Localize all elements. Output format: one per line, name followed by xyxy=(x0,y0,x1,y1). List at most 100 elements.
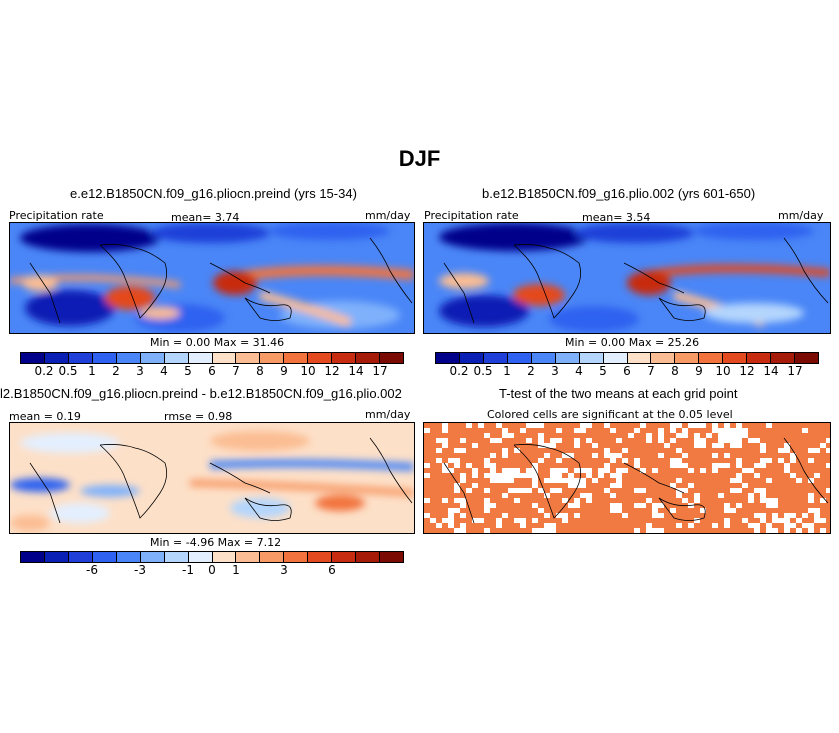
panel3-minmax: Min = -4.96 Max = 7.12 xyxy=(150,536,282,549)
colorbar-tick-label: 4 xyxy=(160,364,168,378)
colorbar-tick-label: 1 xyxy=(503,364,511,378)
colorbar-swatch xyxy=(284,552,309,562)
panel1-precip-map xyxy=(9,222,415,334)
panel3-difference-map xyxy=(9,422,415,534)
colorbar-swatch xyxy=(260,552,285,562)
colorbar-swatch xyxy=(92,552,117,562)
colorbar-tick-label: 8 xyxy=(671,364,679,378)
colorbar-swatch xyxy=(380,353,403,363)
colorbar-swatch xyxy=(531,353,556,363)
panel4-significance-map xyxy=(423,422,831,534)
colorbar-swatch xyxy=(795,353,818,363)
colorbar-tick-label: 1 xyxy=(232,563,240,577)
page-title: DJF xyxy=(398,146,441,171)
colorbar-swatch xyxy=(356,353,381,363)
colorbar-tick-label: 5 xyxy=(599,364,607,378)
colorbar-swatch xyxy=(308,552,333,562)
colorbar-swatch xyxy=(603,353,628,363)
colorbar-tick-label: 0.2 xyxy=(449,364,469,378)
colorbar-tick-label: 3 xyxy=(136,364,144,378)
colorbar-tick-label: -6 xyxy=(86,563,98,577)
panel1-units: mm/day xyxy=(365,209,411,222)
colorbar-tick-label: 0.2 xyxy=(34,364,54,378)
panel2-units: mm/day xyxy=(778,209,824,222)
colorbar-tick-label: 4 xyxy=(575,364,583,378)
panel2-mean: mean= 3.54 xyxy=(582,211,651,224)
colorbar-tick-label: 9 xyxy=(280,364,288,378)
panel2-title: b.e12.B1850CN.f09_g16.plio.002 (yrs 601-… xyxy=(482,186,756,201)
colorbar-swatch xyxy=(747,353,772,363)
colorbar-swatch xyxy=(356,552,381,562)
colorbar-tick-label: 17 xyxy=(372,364,388,378)
colorbar-swatch xyxy=(723,353,748,363)
colorbar-swatch xyxy=(212,353,237,363)
colorbar-swatch xyxy=(188,353,213,363)
colorbar-tick-label: 0 xyxy=(208,563,216,577)
panel1-colorbar xyxy=(20,352,404,364)
colorbar-swatch xyxy=(380,552,403,562)
colorbar-tick-label: 7 xyxy=(232,364,240,378)
colorbar-swatch xyxy=(436,353,460,363)
colorbar-swatch xyxy=(44,353,69,363)
significant-cells xyxy=(424,423,830,533)
panel3-mean: mean = 0.19 xyxy=(9,410,81,423)
colorbar-tick-label: 3 xyxy=(280,563,288,577)
colorbar-swatch xyxy=(236,353,261,363)
panel3-rmse: rmse = 0.98 xyxy=(164,410,233,423)
colorbar-swatch xyxy=(21,552,45,562)
colorbar-swatch xyxy=(507,353,532,363)
colorbar-swatch xyxy=(164,353,189,363)
colorbar-swatch xyxy=(68,552,93,562)
colorbar-swatch xyxy=(332,353,357,363)
panel1-colorbar-labels: 0.2 0.5 1 2 3 4 5 6 7 8 9 10 12 14 17 xyxy=(20,364,404,378)
colorbar-swatch xyxy=(579,353,604,363)
colorbar-tick-label: 1 xyxy=(88,364,96,378)
colorbar-tick-label: 8 xyxy=(256,364,264,378)
panel2-variable-label: Precipitation rate xyxy=(424,209,519,222)
panel2-precip-map xyxy=(423,222,831,334)
colorbar-swatch xyxy=(92,353,117,363)
colorbar-swatch xyxy=(555,353,580,363)
colorbar-tick-label: -3 xyxy=(134,563,146,577)
colorbar-tick-label: 3 xyxy=(551,364,559,378)
colorbar-tick-label: 6 xyxy=(208,364,216,378)
panel4-title: T-test of the two means at each grid poi… xyxy=(499,386,738,401)
colorbar-swatch xyxy=(116,353,141,363)
colorbar-swatch xyxy=(212,552,237,562)
panel3-units: mm/day xyxy=(365,408,411,421)
colorbar-tick-label: 12 xyxy=(739,364,755,378)
colorbar-swatch xyxy=(771,353,796,363)
colorbar-swatch xyxy=(21,353,45,363)
panel3-title: l2.B1850CN.f09_g16.pliocn.preind - b.e12… xyxy=(0,386,402,401)
colorbar-swatch xyxy=(332,552,357,562)
colorbar-swatch xyxy=(164,552,189,562)
colorbar-tick-label: 6 xyxy=(623,364,631,378)
panel2-colorbar xyxy=(435,352,819,364)
colorbar-swatch xyxy=(236,552,261,562)
colorbar-tick-label: 6 xyxy=(328,563,336,577)
colorbar-swatch xyxy=(260,353,285,363)
colorbar-tick-label: 2 xyxy=(527,364,535,378)
panel2-minmax: Min = 0.00 Max = 25.26 xyxy=(565,336,700,349)
colorbar-swatch xyxy=(675,353,700,363)
panel3-colorbar-labels: -6 -3 -1 0 1 3 6 xyxy=(20,563,404,577)
colorbar-swatch xyxy=(140,552,165,562)
panel4-subtitle: Colored cells are significant at the 0.0… xyxy=(487,408,733,421)
panel1-variable-label: Precipitation rate xyxy=(9,209,104,222)
difference-map-svg xyxy=(10,423,414,533)
colorbar-swatch xyxy=(116,552,141,562)
panel2-colorbar-labels: 0.2 0.5 1 2 3 4 5 6 7 8 9 10 12 14 17 xyxy=(435,364,819,378)
colorbar-swatch xyxy=(651,353,676,363)
precip-map-svg xyxy=(10,223,414,333)
colorbar-swatch xyxy=(459,353,484,363)
colorbar-swatch xyxy=(188,552,213,562)
colorbar-tick-label: 17 xyxy=(787,364,803,378)
colorbar-swatch xyxy=(140,353,165,363)
colorbar-swatch xyxy=(68,353,93,363)
colorbar-swatch xyxy=(483,353,508,363)
colorbar-tick-label: 10 xyxy=(300,364,316,378)
colorbar-tick-label: 10 xyxy=(715,364,731,378)
colorbar-swatch xyxy=(699,353,724,363)
colorbar-tick-label: 5 xyxy=(184,364,192,378)
significance-map-svg xyxy=(424,423,830,533)
